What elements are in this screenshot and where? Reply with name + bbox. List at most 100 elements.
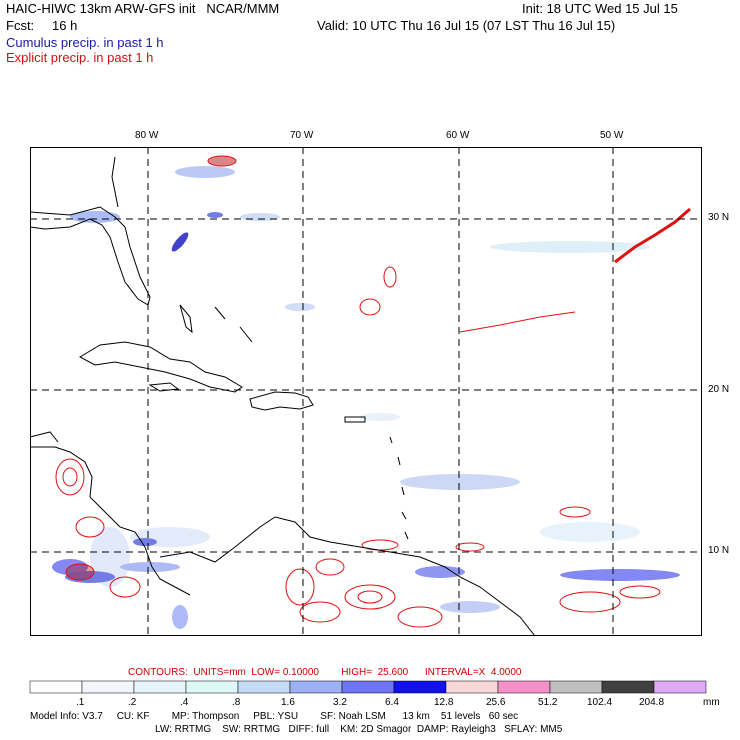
bahamas-coast xyxy=(239,326,253,343)
explicit-contour xyxy=(559,506,591,518)
precip-map xyxy=(30,147,702,636)
central-america-coast xyxy=(30,446,153,568)
colorbar-units: mm xyxy=(703,697,720,708)
colorbar-label: .2 xyxy=(128,697,137,708)
florida-coast xyxy=(30,206,151,306)
colorbar-label: 102.4 xyxy=(587,697,613,708)
antilles-coast xyxy=(401,486,405,496)
forecast-label: Fcst: xyxy=(6,18,35,33)
explicit-contour xyxy=(207,155,237,167)
explicit-contour xyxy=(357,590,383,604)
colorbar-swatch xyxy=(133,680,187,694)
explicit-contour xyxy=(359,298,381,316)
cuba-coast xyxy=(78,341,243,393)
colorbar-swatch xyxy=(653,680,707,694)
yucatan-coast xyxy=(30,431,59,443)
init-time: Init: 18 UTC Wed 15 Jul 15 xyxy=(522,1,678,16)
cumulus-patch xyxy=(171,232,189,252)
colorbar-swatch xyxy=(497,680,551,694)
legend-explicit: Explicit precip. in past 1 h xyxy=(6,50,154,65)
legend-cumulus: Cumulus precip. in past 1 h xyxy=(6,35,164,50)
lat-lon-grid xyxy=(30,147,702,636)
cumulus-patch xyxy=(360,413,400,421)
antilles-coast xyxy=(401,511,407,520)
us-east-coast xyxy=(111,156,119,208)
jamaica-coast xyxy=(148,382,180,392)
colorbar-label: 25.6 xyxy=(486,697,506,708)
colorbar-swatch xyxy=(393,680,447,694)
hispaniola-coast xyxy=(249,391,314,411)
explicit-contour xyxy=(62,467,78,487)
colorbar-label: .1 xyxy=(76,697,85,708)
colorbar-swatch xyxy=(29,680,83,694)
cumulus-patch xyxy=(207,212,223,218)
lat-label-20n: 20 N xyxy=(708,384,730,395)
lon-label-80w: 80 W xyxy=(135,130,159,141)
cumulus-patch xyxy=(560,569,680,581)
cumulus-patch xyxy=(175,166,235,178)
colorbar-label: 12.8 xyxy=(434,697,454,708)
lat-label-30n: 30 N xyxy=(708,212,730,223)
colorbar-label: 6.4 xyxy=(385,697,399,708)
model-info-line1: Model Info: V3.7 CU: KF MP: Thompson PBL… xyxy=(30,711,519,722)
colorbar-swatch xyxy=(601,680,655,694)
lon-label-70w: 70 W xyxy=(290,130,314,141)
map-frame xyxy=(30,147,702,636)
cumulus-patch xyxy=(540,522,640,542)
explicit-contour xyxy=(55,458,85,496)
bahamas-coast xyxy=(179,304,193,334)
antilles-coast xyxy=(404,531,409,540)
cumulus-patch xyxy=(133,538,157,546)
colorbar-swatch xyxy=(81,680,135,694)
cumulus-patch xyxy=(490,241,650,253)
panama-coast xyxy=(151,566,191,596)
explicit-contour xyxy=(455,542,485,552)
explicit-contour xyxy=(459,311,576,333)
explicit-contour xyxy=(559,591,621,613)
colorbar-label: .4 xyxy=(180,697,189,708)
explicit-contour xyxy=(619,585,661,599)
bahamas-coast xyxy=(214,306,226,320)
colorbar-swatch xyxy=(341,680,395,694)
explicit-contour xyxy=(397,606,443,628)
colorbar-label: .8 xyxy=(232,697,241,708)
antilles-coast xyxy=(397,456,401,466)
lon-label-60w: 60 W xyxy=(446,130,470,141)
south-america-coast xyxy=(159,516,536,636)
explicit-precip-layer xyxy=(55,155,691,628)
colorbar-label: 1.6 xyxy=(281,697,295,708)
explicit-contour xyxy=(299,601,341,623)
model-title: HAIC-HIWC 13km ARW-GFS init NCAR/MMM xyxy=(6,1,280,16)
cumulus-patch xyxy=(120,562,180,572)
colorbar xyxy=(29,680,707,694)
colorbar-swatch xyxy=(445,680,499,694)
cumulus-patch xyxy=(52,559,88,575)
colorbar-swatch xyxy=(237,680,291,694)
colorbar-label: 51.2 xyxy=(538,697,558,708)
cumulus-patch xyxy=(172,605,188,629)
cumulus-patch xyxy=(285,303,315,311)
puerto-rico-coast xyxy=(344,416,366,423)
cumulus-patch xyxy=(415,566,465,578)
explicit-contour xyxy=(285,568,315,606)
colorbar-swatch xyxy=(289,680,343,694)
colorbar-swatch xyxy=(549,680,603,694)
explicit-contour xyxy=(109,576,141,598)
colorbar-swatch xyxy=(185,680,239,694)
coastlines xyxy=(30,156,536,636)
cumulus-precip-layer xyxy=(52,166,680,629)
colorbar-label: 204.8 xyxy=(639,697,665,708)
explicit-contour xyxy=(65,563,95,581)
lon-label-50w: 50 W xyxy=(600,130,624,141)
model-info-line2: LW: RRTMG SW: RRTMG DIFF: full KM: 2D Sm… xyxy=(155,724,563,735)
cumulus-patch xyxy=(70,211,120,223)
explicit-contour xyxy=(614,207,691,264)
explicit-contour xyxy=(344,584,396,610)
contours-info: CONTOURS: UNITS=mm LOW= 0.10000 HIGH= 25… xyxy=(128,667,522,678)
lat-label-10n: 10 N xyxy=(708,545,730,556)
valid-time: Valid: 10 UTC Thu 16 Jul 15 (07 LST Thu … xyxy=(317,18,616,33)
cumulus-patch xyxy=(240,213,280,221)
forecast-hours: 16 h xyxy=(52,18,78,33)
cumulus-patch xyxy=(400,474,520,490)
colorbar-label: 3.2 xyxy=(333,697,347,708)
